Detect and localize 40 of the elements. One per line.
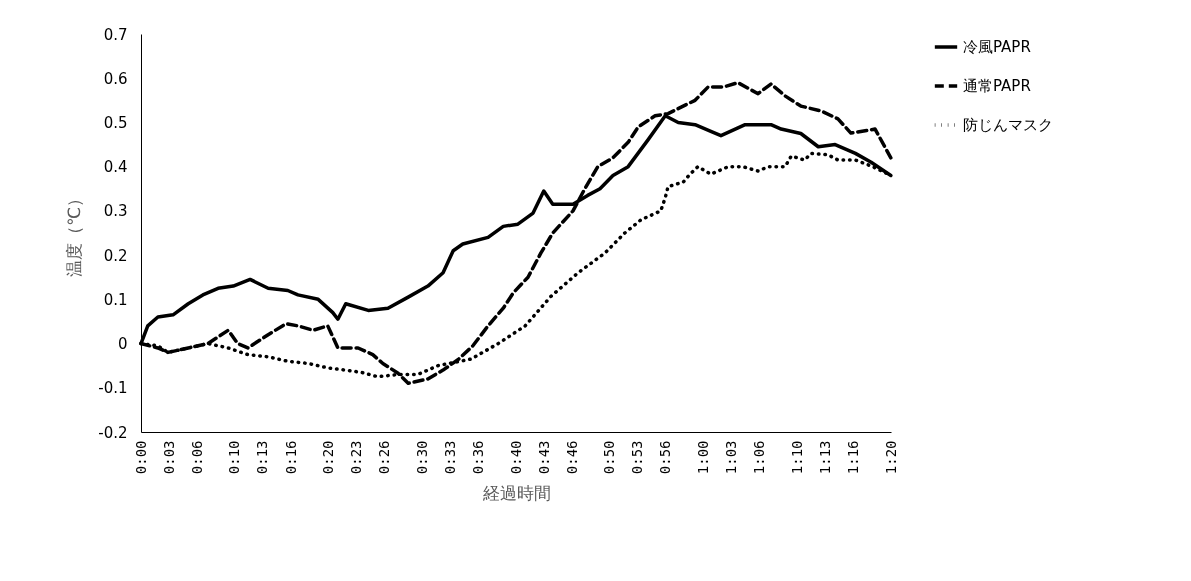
y-tick-label: 0.5 bbox=[103, 113, 128, 132]
x-tick-label: 0:30 bbox=[413, 440, 430, 475]
x-tick-label: 0:36 bbox=[470, 440, 487, 475]
y-tick-label: -0.2 bbox=[98, 423, 128, 442]
x-tick-label: 0:56 bbox=[657, 440, 674, 475]
x-tick-label: 0:16 bbox=[282, 440, 299, 475]
x-tick-label: 0:50 bbox=[601, 440, 618, 475]
x-tick-label: 0:40 bbox=[507, 440, 524, 475]
x-tick-label: 0:00 bbox=[132, 440, 149, 475]
y-axis-title: 温度（℃） bbox=[64, 189, 85, 278]
y-tick-label: 0.7 bbox=[103, 25, 128, 44]
x-tick-label: 0:20 bbox=[319, 440, 336, 475]
y-tick-label: 0.1 bbox=[103, 290, 128, 309]
y-tick-label: -0.1 bbox=[98, 379, 128, 398]
x-tick-label: 0:33 bbox=[441, 440, 458, 475]
x-tick-label: 1:03 bbox=[723, 440, 740, 475]
legend-label: 防じんマスク bbox=[963, 116, 1053, 134]
x-tick-label: 1:20 bbox=[882, 440, 899, 475]
x-tick-label: 0:26 bbox=[376, 440, 393, 475]
x-tick-label: 0:43 bbox=[535, 440, 552, 475]
y-tick-label: 0.3 bbox=[103, 202, 128, 221]
x-tick-label: 0:13 bbox=[254, 440, 271, 475]
x-tick-label: 0:46 bbox=[563, 440, 580, 475]
x-tick-label: 0:06 bbox=[188, 440, 205, 475]
y-tick-label: 0.6 bbox=[103, 69, 128, 88]
legend-label: 冷風PAPR bbox=[963, 38, 1031, 56]
x-tick-label: 0:53 bbox=[629, 440, 646, 475]
x-tick-label: 1:13 bbox=[816, 440, 833, 475]
x-tick-label: 1:06 bbox=[751, 440, 768, 475]
x-tick-label: 0:03 bbox=[160, 440, 177, 475]
x-tick-label: 1:16 bbox=[845, 440, 862, 475]
legend-label: 通常PAPR bbox=[963, 77, 1031, 95]
x-axis-title: 経過時間 bbox=[481, 483, 551, 504]
x-tick-label: 0:10 bbox=[226, 440, 243, 475]
y-tick-label: 0.4 bbox=[103, 158, 128, 177]
x-tick-label: 1:00 bbox=[695, 440, 712, 475]
y-tick-label: 0.2 bbox=[103, 246, 128, 265]
x-tick-label: 1:10 bbox=[788, 440, 805, 475]
x-tick-label: 0:23 bbox=[348, 440, 365, 475]
y-tick-label: 0 bbox=[117, 335, 128, 354]
